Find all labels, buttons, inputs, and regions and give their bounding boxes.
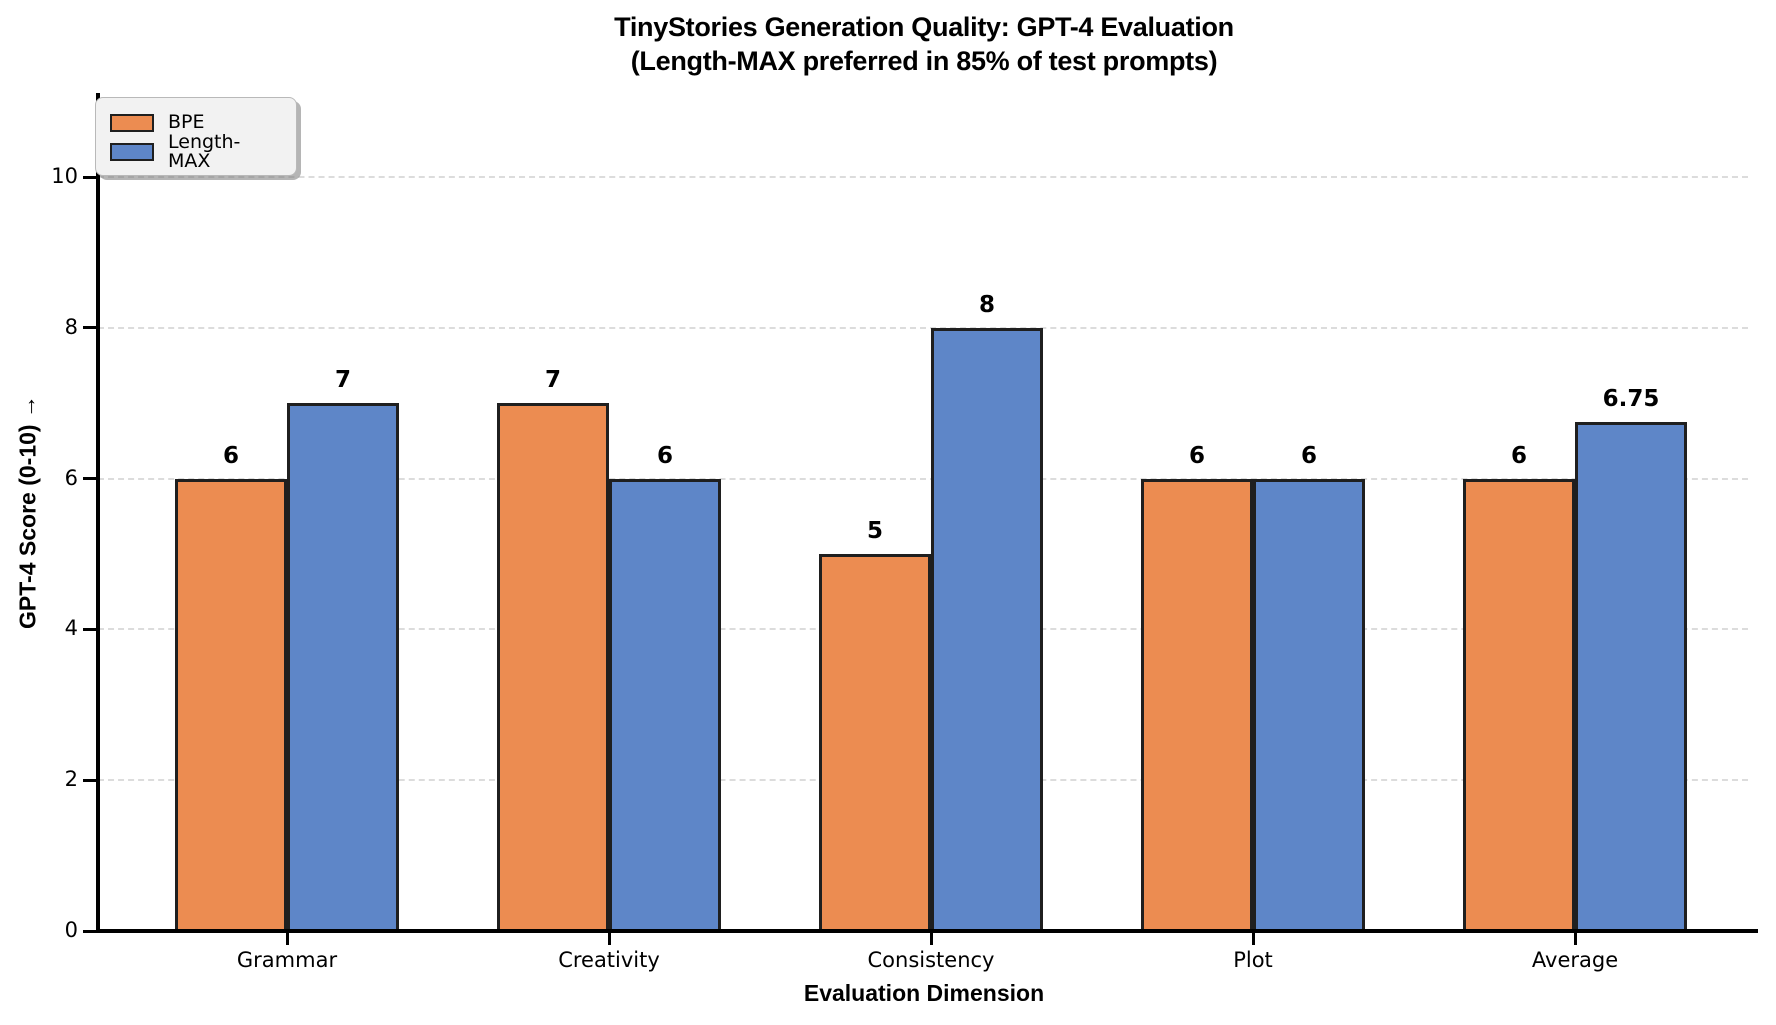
legend-item-bpe: BPE <box>110 108 282 137</box>
chart-title: TinyStories Generation Quality: GPT-4 Ev… <box>614 12 1234 42</box>
chart-title-block: TinyStories Generation Quality: GPT-4 Ev… <box>98 10 1750 78</box>
x-tick-label-grammar: Grammar <box>236 948 338 972</box>
bar-length-max-creativity <box>609 478 721 933</box>
bar-length-max-average <box>1575 422 1687 933</box>
bar-value-length-max-average: 6.75 <box>1602 386 1660 413</box>
x-tick-mark-creativity <box>607 933 611 945</box>
bar-length-max-plot <box>1253 478 1365 933</box>
x-tick-label-plot: Plot <box>1233 948 1273 972</box>
bar-value-length-max-consistency: 8 <box>978 291 995 318</box>
legend: BPE Length-MAX <box>95 97 297 176</box>
x-tick-mark-plot <box>1251 933 1255 945</box>
y-axis-spine <box>96 93 100 933</box>
bar-bpe-plot <box>1141 478 1253 933</box>
legend-swatch-length-max <box>110 142 154 161</box>
bar-bpe-average <box>1463 478 1575 933</box>
y-tick-label-6: 6 <box>64 465 78 490</box>
bar-bpe-creativity <box>497 403 609 933</box>
y-tick-label-4: 4 <box>64 616 78 641</box>
x-tick-label-average: Average <box>1531 948 1619 972</box>
x-axis-label: Evaluation Dimension <box>803 980 1045 1006</box>
legend-label-length-max: Length-MAX <box>168 130 241 172</box>
x-tick-mark-grammar <box>285 933 289 945</box>
bar-value-bpe-plot: 6 <box>1188 442 1205 469</box>
gridline-6 <box>98 477 1748 480</box>
y-tick-mark-6 <box>83 477 96 481</box>
y-tick-label-10: 10 <box>51 164 78 188</box>
x-axis-spine <box>96 929 1758 933</box>
y-axis-label: GPT-4 Score (0-10) → <box>14 395 41 629</box>
y-tick-mark-8 <box>83 326 96 330</box>
bar-bpe-grammar <box>175 478 287 933</box>
x-tick-label-creativity: Creativity <box>558 948 660 972</box>
x-tick-mark-consistency <box>929 933 933 945</box>
bar-value-length-max-plot: 6 <box>1300 442 1317 469</box>
chart-subtitle: (Length-MAX preferred in 85% of test pro… <box>630 46 1218 76</box>
legend-swatch-bpe <box>110 113 154 132</box>
bar-value-length-max-grammar: 7 <box>334 367 351 394</box>
bar-value-bpe-creativity: 7 <box>544 367 561 394</box>
y-tick-mark-0 <box>83 929 96 933</box>
gridline-10 <box>98 176 1748 178</box>
y-tick-label-2: 2 <box>64 767 78 792</box>
bar-bpe-consistency <box>819 554 931 933</box>
y-tick-mark-2 <box>83 778 96 782</box>
bar-length-max-grammar <box>287 403 399 933</box>
legend-label-bpe: BPE <box>168 111 205 133</box>
bar-value-bpe-average: 6 <box>1510 442 1527 469</box>
x-tick-label-consistency: Consistency <box>867 948 995 972</box>
bar-length-max-consistency <box>931 327 1043 933</box>
x-tick-mark-average <box>1573 933 1577 945</box>
y-tick-mark-10 <box>83 175 96 179</box>
y-tick-label-0: 0 <box>64 918 78 942</box>
bar-value-bpe-consistency: 5 <box>866 518 883 544</box>
bar-value-length-max-creativity: 6 <box>656 442 673 469</box>
bar-value-bpe-grammar: 6 <box>222 442 239 469</box>
gridline-8 <box>98 326 1748 329</box>
legend-item-length-max: Length-MAX <box>110 132 282 170</box>
y-tick-label-8: 8 <box>64 314 78 339</box>
y-tick-mark-4 <box>83 627 96 631</box>
